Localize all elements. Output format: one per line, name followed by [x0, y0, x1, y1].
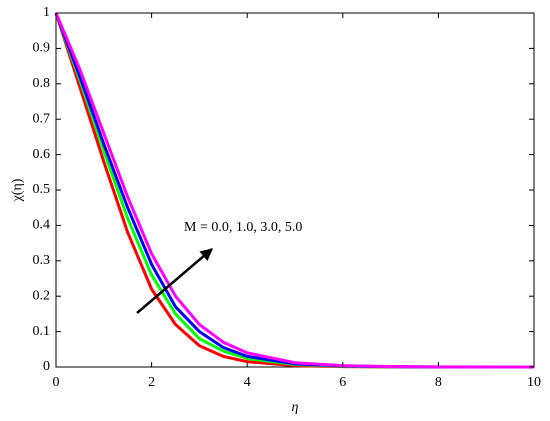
series-line — [54, 12, 534, 369]
y-tick-label: 0.1 — [33, 324, 51, 339]
y-tick-label: 0.2 — [33, 288, 51, 303]
series-line — [54, 12, 534, 369]
x-tick-label: 4 — [244, 375, 251, 390]
plot-frame — [55, 12, 535, 368]
series-line — [54, 12, 535, 369]
y-tick-label: 0.3 — [33, 253, 51, 268]
x-tick-label: 8 — [435, 375, 442, 390]
y-tick-label: 0.8 — [33, 76, 51, 91]
x-tick-label: 0 — [53, 375, 60, 390]
y-tick-label: 0.4 — [33, 218, 51, 233]
y-tick-label: 0.7 — [33, 111, 51, 126]
x-axis-label: η — [292, 400, 299, 415]
y-tick-label: 1 — [43, 5, 50, 20]
annotation: M = 0.0, 1.0, 3.0, 5.0 — [184, 220, 302, 235]
y-tick-label: 0.9 — [33, 41, 51, 56]
x-tick-label: 10 — [527, 375, 541, 390]
y-axis-label: χ(η) — [10, 178, 25, 202]
x-tick-label: 6 — [339, 375, 346, 390]
y-tick-label: 0 — [43, 359, 50, 374]
x-tick-label: 2 — [148, 375, 155, 390]
y-tick-label: 0.5 — [33, 182, 51, 197]
annotation-arrow — [136, 248, 213, 314]
y-tick-label: 0.6 — [33, 147, 51, 162]
series-line — [54, 12, 534, 369]
